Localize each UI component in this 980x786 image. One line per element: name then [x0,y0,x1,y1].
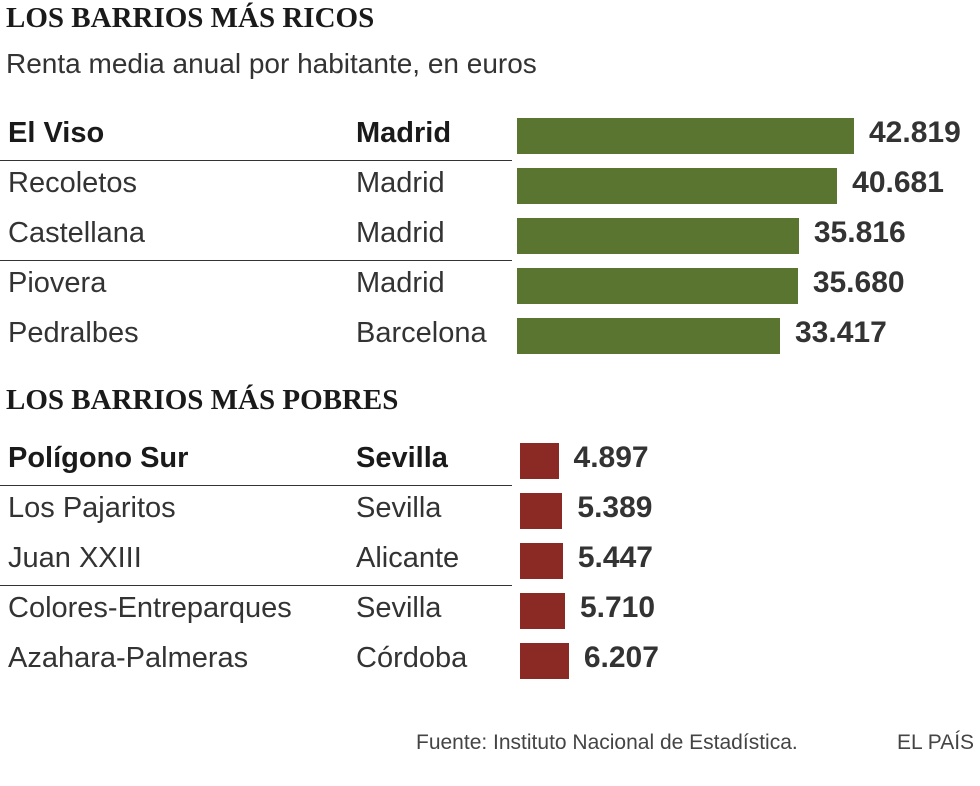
poor-bar-value-label: 5.389 [577,491,653,524]
poor-bar [520,543,563,579]
poor-row-city: Córdoba [356,642,468,674]
poor-bar-value-label: 5.710 [579,591,656,624]
rich-row-name: Recoletos [8,167,137,199]
rich-bar-value-label: 40.681 [852,166,944,199]
poor-bar [520,643,569,679]
poor-row-city: Sevilla [356,492,442,524]
rich-row-name: El Viso [8,117,105,149]
source-note: Fuente: Instituto Nacional de Estadístic… [416,731,798,754]
poor-bar [520,493,563,529]
poor-row-city: Alicante [356,542,460,574]
poor-row-city: Sevilla [356,442,448,474]
poor-row-name: Juan XXIII [8,542,142,574]
rich-row-name: Castellana [8,217,146,249]
rich-bar-value-label: 35.680 [812,266,905,299]
rich-bar [517,118,854,154]
rich-row: Recoletos Madrid 40.681 [0,160,980,210]
poor-row-city: Sevilla [356,592,442,624]
poor-row-name: Colores-Entreparques [8,592,292,624]
poor-bar [520,593,565,629]
poor-bar-value-label: 5.447 [577,541,653,574]
poor-row-name: Azahara-Palmeras [8,642,249,674]
rich-bar-chart: El Viso Madrid 42.819 Recoletos Madrid 40.681… [0,110,980,360]
poor-row-name: Polígono Sur [8,442,189,474]
rich-row-city: Madrid [356,217,445,249]
poor-row: Polígono Sur Sevilla 4.897 [0,435,980,485]
rich-row-separator [0,160,512,161]
rich-row-name: Piovera [8,267,107,299]
rich-bar-value-label: 35.816 [813,216,906,249]
poor-row-name: Los Pajaritos [8,492,176,524]
poor-row: Azahara-Palmeras Córdoba 6.207 [0,635,980,685]
poor-section-title: LOS BARRIOS MÁS POBRES [6,384,399,416]
rich-bar [517,268,798,304]
poor-row-separator [0,585,512,586]
rich-row-city: Barcelona [356,317,487,349]
rich-bar [517,318,780,354]
poor-bar-value-label: 6.207 [583,641,659,674]
poor-bar [520,443,559,479]
poor-row-separator [0,485,512,486]
rich-bar-value-label: 42.819 [869,116,961,149]
rich-row: Castellana Madrid 35.816 [0,210,980,260]
poor-row: Colores-Entreparques Sevilla 5.710 [0,585,980,635]
rich-bar [517,218,799,254]
rich-row-city: Madrid [356,167,445,199]
poor-bar-value-label: 4.897 [573,441,649,474]
rich-row-city: Madrid [356,117,452,149]
brand-credit: EL PAÍS [897,731,975,754]
poor-row: Juan XXIII Alicante 5.447 [0,535,980,585]
rich-row: Piovera Madrid 35.680 [0,260,980,310]
chart-subtitle: Renta media anual por habitante, en euro… [6,48,537,79]
rich-row-separator [0,260,512,261]
rich-row: Pedralbes Barcelona 33.417 [0,310,980,360]
rich-bar [517,168,838,204]
rich-row-name: Pedralbes [8,317,139,349]
poor-row: Los Pajaritos Sevilla 5.389 [0,485,980,535]
rich-section-title: LOS BARRIOS MÁS RICOS [6,2,375,34]
rich-bar-value-label: 33.417 [795,316,887,349]
rich-row-city: Madrid [356,267,445,299]
poor-bar-chart: Polígono Sur Sevilla 4.897 Los Pajaritos Sev… [0,435,980,685]
rich-row: El Viso Madrid 42.819 [0,110,980,160]
